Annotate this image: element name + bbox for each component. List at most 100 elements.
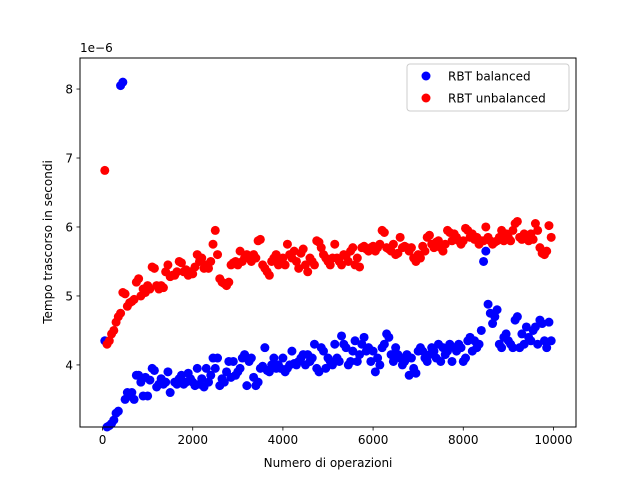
point-balanced-159 (461, 353, 471, 363)
point-balanced-62 (242, 381, 252, 391)
point-balanced-195 (542, 343, 552, 353)
point-balanced-119 (370, 367, 380, 377)
point-unbalanced-191 (530, 219, 540, 229)
y-tick-label: 6 (65, 220, 73, 234)
point-balanced-134 (404, 370, 414, 380)
point-balanced-101 (330, 339, 340, 349)
point-balanced-169 (483, 299, 493, 309)
point-unbalanced-180 (506, 236, 516, 246)
x-tick-label: 10000 (534, 433, 572, 447)
point-balanced-137 (411, 368, 421, 378)
point-balanced-171 (488, 319, 498, 329)
point-unbalanced-20 (145, 284, 155, 294)
point-balanced-140 (418, 346, 428, 356)
point-unbalanced-122 (375, 239, 385, 249)
point-balanced-153 (447, 356, 457, 366)
legend: RBT balanced RBT unbalanced (406, 63, 570, 112)
point-balanced-157 (456, 343, 466, 353)
y-tick-label: 7 (65, 152, 73, 166)
point-unbalanced-80 (280, 260, 290, 270)
point-balanced-100 (328, 360, 338, 370)
point-balanced-112 (355, 350, 365, 360)
point-balanced-33 (176, 370, 186, 380)
point-balanced-78 (278, 353, 288, 363)
point-balanced-96 (318, 346, 328, 356)
point-unbalanced-86 (294, 263, 304, 273)
point-unbalanced-0 (100, 165, 110, 175)
plot-frame (79, 57, 577, 428)
point-unbalanced-15 (134, 274, 144, 284)
point-balanced-49 (213, 353, 223, 363)
point-unbalanced-4 (109, 325, 119, 335)
point-unbalanced-108 (343, 256, 353, 266)
point-balanced-40 (192, 363, 202, 373)
point-unbalanced-183 (512, 216, 522, 226)
point-unbalanced-55 (224, 277, 234, 287)
point-unbalanced-197 (544, 221, 554, 231)
point-balanced-197 (546, 336, 556, 346)
point-balanced-165 (474, 339, 484, 349)
x-tick-label: 6000 (358, 433, 389, 447)
x-axis-label: Numero di operazioni (264, 456, 393, 470)
point-balanced-148 (436, 356, 446, 366)
y-tick-label: 4 (65, 358, 73, 372)
point-balanced-59 (235, 363, 245, 373)
point-balanced-194 (539, 336, 549, 346)
point-balanced-92 (309, 339, 319, 349)
point-unbalanced-28 (163, 260, 173, 270)
point-balanced-44 (201, 363, 211, 373)
point-unbalanced-100 (325, 260, 335, 270)
point-balanced-177 (501, 329, 511, 339)
point-unbalanced-192 (533, 225, 543, 235)
y-scale-label: 1e−6 (80, 41, 113, 55)
point-balanced-186 (521, 322, 531, 332)
point-balanced-48 (210, 363, 220, 373)
point-balanced-72 (264, 367, 274, 377)
point-balanced-135 (406, 353, 416, 363)
point-balanced-13 (129, 394, 139, 404)
point-balanced-56 (228, 356, 238, 366)
point-unbalanced-84 (289, 246, 299, 256)
x-tick-label: 0 (99, 433, 107, 447)
point-unbalanced-26 (158, 283, 168, 293)
point-unbalanced-128 (388, 239, 398, 249)
point-balanced-46 (206, 370, 216, 380)
point-balanced-166 (476, 325, 486, 335)
point-balanced-8 (118, 77, 128, 87)
point-balanced-82 (287, 346, 297, 356)
point-balanced-185 (519, 339, 529, 349)
point-balanced-123 (379, 339, 389, 349)
x-tick-label: 8000 (448, 433, 479, 447)
point-balanced-175 (497, 343, 507, 353)
point-balanced-196 (544, 317, 554, 327)
point-balanced-118 (368, 346, 378, 356)
point-balanced-29 (165, 388, 175, 398)
point-balanced-104 (337, 331, 347, 341)
point-balanced-6 (113, 406, 123, 416)
point-balanced-167 (479, 256, 489, 266)
points-layer (100, 77, 556, 432)
point-unbalanced-69 (255, 234, 265, 244)
point-unbalanced-9 (120, 289, 130, 299)
point-balanced-193 (537, 319, 547, 329)
point-unbalanced-151 (440, 239, 450, 249)
point-balanced-126 (386, 350, 396, 360)
point-balanced-132 (400, 356, 410, 366)
point-unbalanced-142 (420, 246, 430, 256)
point-balanced-15 (134, 370, 144, 380)
point-unbalanced-150 (438, 246, 448, 256)
point-balanced-121 (375, 360, 385, 370)
y-axis-ticks: 4 5 6 7 8 (65, 83, 80, 372)
point-balanced-117 (366, 356, 376, 366)
point-unbalanced-144 (424, 230, 434, 240)
point-unbalanced-34 (176, 258, 186, 268)
point-unbalanced-112 (352, 253, 362, 263)
point-balanced-42 (197, 374, 207, 384)
point-unbalanced-49 (210, 225, 220, 235)
legend-label-balanced: RBT balanced (448, 70, 531, 84)
point-unbalanced-13 (129, 294, 139, 304)
point-balanced-180 (508, 343, 518, 353)
point-unbalanced-110 (348, 243, 358, 253)
point-unbalanced-96 (316, 243, 326, 253)
point-unbalanced-79 (278, 253, 288, 263)
